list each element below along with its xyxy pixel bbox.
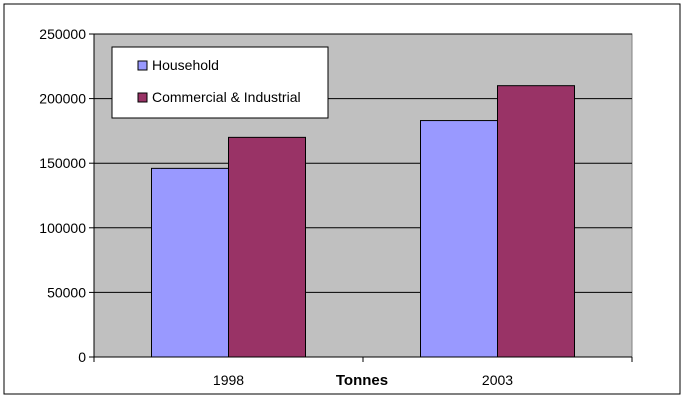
x-tick-label: 1998 [213,372,244,388]
bars [151,85,575,358]
y-tick-label: 150000 [39,155,86,171]
legend-swatch-household [137,60,148,71]
legend-label-commercial-industrial: Commercial & Industrial [152,89,301,105]
x-tick-labels: 1998 2003 [213,372,513,388]
y-tick-label: 250000 [39,26,86,42]
y-tick-label: 100000 [39,220,86,236]
bar-household-2003 [420,120,498,358]
y-tick-label: 0 [78,349,86,365]
bar-commercial-industrial-2003 [497,85,575,358]
legend-box [111,46,329,119]
y-tick-label: 50000 [47,284,86,300]
y-tick-label: 200000 [39,91,86,107]
bar-household-1998 [151,167,229,358]
x-tick-label: 2003 [482,372,513,388]
axes [89,33,633,362]
legend-swatch-commercial-industrial [137,92,148,103]
bar-commercial-industrial-1998 [228,136,306,358]
legend: Household Commercial & Industrial [111,46,329,119]
x-axis-title: Tonnes [336,372,388,389]
legend-label-household: Household [152,57,219,73]
y-tick-labels: 0 50000 100000 150000 200000 250000 [39,26,86,365]
